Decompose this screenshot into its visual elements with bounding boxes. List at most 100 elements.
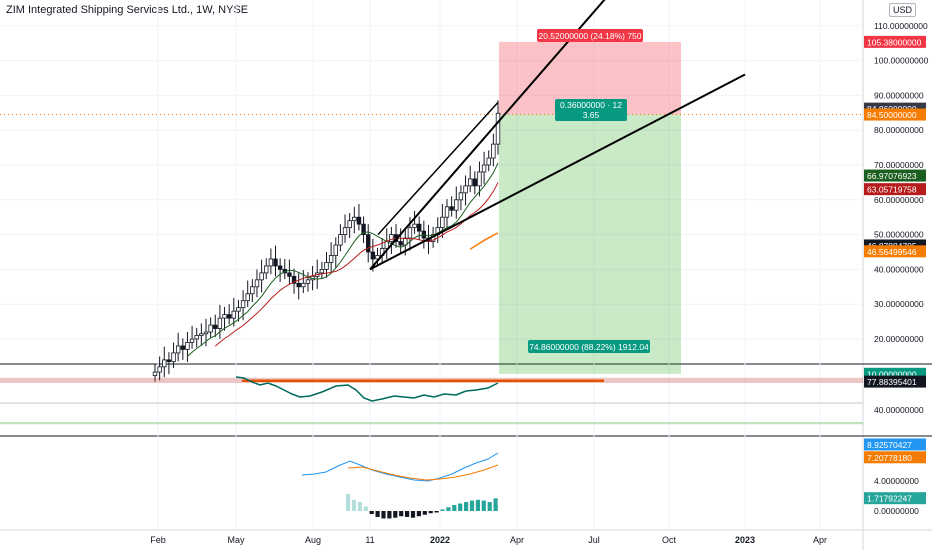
candle-body: [389, 234, 394, 242]
macd-histogram-bar: [464, 502, 469, 511]
rsi-badge-bg: [864, 375, 926, 388]
candle-body: [245, 293, 250, 302]
candle-body: [231, 310, 236, 319]
macd-histogram-bar: [387, 511, 392, 519]
rsi-oversold-band: [0, 422, 863, 425]
target-label: 74.86000000 (88.22%) 1912.04: [529, 342, 649, 352]
price-tick-label: 40.00000000: [874, 264, 924, 274]
macd-badge-bg: [864, 451, 926, 464]
signal-line: [347, 464, 499, 481]
candle-body: [467, 178, 473, 187]
target-label-bg: [528, 340, 650, 353]
macd-histogram-bar: [346, 493, 351, 511]
candle-body: [412, 223, 417, 229]
time-tick-label: May: [227, 535, 245, 545]
candle-body: [347, 220, 352, 229]
candle-body: [166, 359, 172, 363]
macd-tick-label: 4.00000000: [874, 476, 919, 486]
macd-badge-bg: [864, 438, 926, 451]
profit-target-zone: [499, 114, 681, 374]
price-tick-label: 100.00000000: [874, 56, 929, 66]
macd-histogram-bar: [410, 511, 416, 518]
candle-body: [338, 234, 343, 246]
entry-label-line2: 3.65: [583, 110, 600, 120]
candle-body: [185, 342, 190, 350]
time-tick-label: Aug: [305, 535, 321, 545]
candle-body: [333, 244, 338, 256]
candle-body: [356, 216, 362, 225]
macd-histogram-bar: [469, 500, 475, 511]
candle-body: [481, 164, 487, 173]
price-tick-label: 110.00000000: [874, 21, 928, 31]
candle-body: [444, 206, 450, 218]
candle-body: [449, 206, 454, 211]
moving-average-long-line: [469, 232, 499, 250]
macd-histogram-bar: [416, 511, 421, 517]
price-badge-bg: [864, 245, 926, 258]
candle-body: [305, 279, 311, 284]
macd-histogram-bar: [481, 500, 486, 511]
candle-body: [495, 112, 501, 145]
symbol-title: ZIM Integrated Shipping Services Ltd., 1…: [6, 4, 249, 16]
candle-body: [398, 241, 403, 246]
candle-body: [268, 258, 274, 267]
candle-body: [162, 359, 167, 368]
candle-body: [250, 286, 255, 295]
candle-body: [273, 258, 278, 267]
time-tick-label: 2022: [430, 535, 450, 545]
price-tick-label: 80.00000000: [874, 125, 924, 135]
entry-label-bg: [555, 99, 627, 121]
stop-loss-label-bg: [537, 29, 643, 42]
candle-body: [287, 272, 292, 277]
price-badge-label: 84.50000000: [867, 110, 917, 120]
currency-button[interactable]: USD: [889, 3, 917, 17]
candle-body: [175, 345, 181, 354]
macd-histogram-bar: [428, 511, 433, 514]
candle-body: [458, 192, 464, 201]
candle-body: [152, 371, 158, 376]
candle-body: [180, 345, 186, 350]
rsi-badge-label: 77.88395401: [867, 377, 917, 387]
candle-body: [259, 272, 264, 281]
candle-body: [226, 314, 232, 319]
candle-body: [370, 251, 376, 260]
candle-body: [203, 331, 209, 335]
price-tick-label: 90.00000000: [874, 90, 924, 100]
candle-body: [454, 199, 459, 211]
price-badge-label: 105.38000000: [867, 37, 922, 47]
candle-body: [417, 223, 422, 232]
time-tick-label: 2023: [735, 535, 755, 545]
macd-histogram-bar: [405, 511, 410, 517]
candle-body: [472, 178, 478, 187]
macd-histogram-bar: [446, 507, 451, 511]
macd-badge-bg: [864, 492, 926, 505]
time-tick-label: Oct: [662, 535, 677, 545]
price-badge-label: 46.56499546: [867, 247, 917, 257]
macd-histogram-bar: [452, 505, 457, 511]
macd-badge-label: 7.20778180: [867, 453, 912, 463]
macd-histogram-bar: [422, 511, 427, 515]
candle-body: [240, 300, 246, 309]
macd-histogram-bar: [440, 509, 445, 511]
candle-body: [291, 275, 297, 284]
time-tick-label: 11: [365, 535, 374, 545]
price-tick-label: 60.00000000: [874, 195, 924, 205]
candle-body: [440, 216, 445, 229]
time-tick-label: Apr: [813, 535, 827, 545]
candle-body: [277, 265, 283, 270]
candle-body: [328, 255, 334, 263]
time-tick-label: Jul: [588, 535, 600, 545]
candle-body: [217, 317, 223, 329]
macd-line: [301, 452, 499, 482]
candle-body: [352, 216, 357, 222]
candle-body: [264, 265, 269, 274]
moving-average-slow-line: [214, 182, 499, 347]
price-tick-label: 20.00000000: [874, 334, 924, 344]
price-badge-bg: [864, 108, 926, 121]
price-tick-label: 50.00000000: [874, 230, 924, 240]
time-tick-label: Feb: [150, 535, 166, 545]
macd-histogram-bar: [475, 499, 480, 511]
candle-body: [213, 324, 218, 329]
macd-histogram-bar: [393, 511, 398, 518]
